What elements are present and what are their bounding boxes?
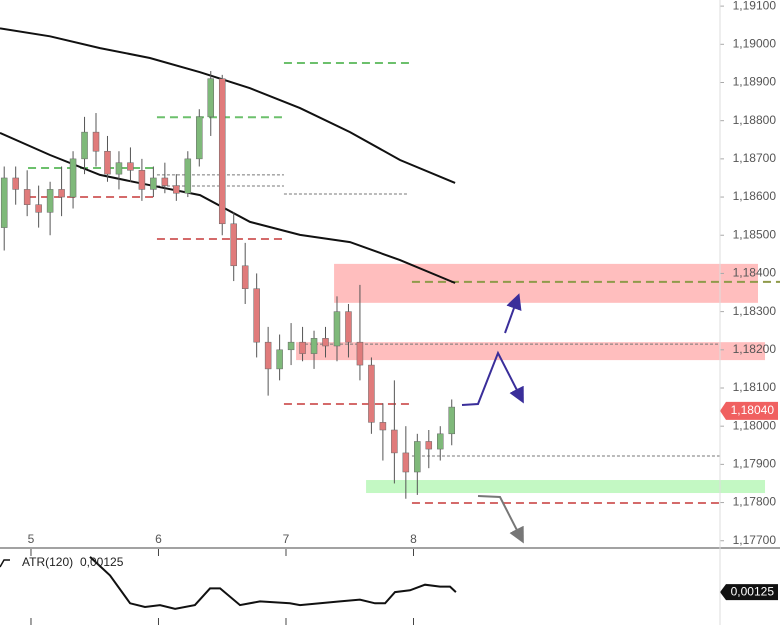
candle-body <box>161 177 169 186</box>
y-tick-label: 1,18800 <box>733 113 777 127</box>
candle-body <box>264 341 272 370</box>
y-tick-label: 1,19100 <box>733 0 777 12</box>
y-tick-label: 1,18400 <box>733 266 777 280</box>
candle-body <box>402 452 410 473</box>
y-tick-label: 1,18500 <box>733 227 777 241</box>
candle-body <box>333 311 341 347</box>
indicator-tag <box>720 584 778 601</box>
candle-body <box>150 177 157 190</box>
candle-body <box>437 433 444 450</box>
candle-body <box>241 265 249 289</box>
x-tick-label: 7 <box>283 532 290 546</box>
candle-body <box>207 78 215 118</box>
candle-body <box>368 364 375 423</box>
candle-body <box>310 338 318 354</box>
candle-body <box>184 158 192 194</box>
candle-body <box>58 189 65 198</box>
y-tick-label: 1,18600 <box>733 189 777 203</box>
last-price-tag <box>720 401 778 420</box>
y-tick-label: 1,17700 <box>733 533 777 547</box>
last-price-label: 1,18040 <box>731 403 775 417</box>
indicator-line <box>89 556 457 610</box>
y-tick-label: 1,18100 <box>733 380 777 394</box>
y-tick-label: 1,18300 <box>733 304 777 318</box>
candle-body <box>46 189 54 213</box>
candle-body <box>81 131 88 160</box>
indicator-value: 0,00125 <box>80 555 124 569</box>
x-tick-label: 6 <box>155 532 162 546</box>
y-tick-label: 1,18000 <box>733 418 777 432</box>
candle-body <box>448 406 455 435</box>
y-tick-label: 1,18900 <box>733 75 777 89</box>
candle-body <box>138 170 146 190</box>
y-tick-label: 1,17800 <box>733 495 777 509</box>
candle-body <box>115 162 123 175</box>
y-tick-label: 1,18700 <box>733 151 777 165</box>
y-tick-label: 1,18200 <box>733 342 777 356</box>
indicator-tag-label: 0,00125 <box>731 584 775 598</box>
candle-body <box>35 204 42 213</box>
y-tick-label: 1,17900 <box>733 457 777 471</box>
candle-body <box>196 116 203 160</box>
candle-body <box>287 341 295 351</box>
y-tick-label: 1,19000 <box>733 36 777 50</box>
moving-average <box>0 131 456 284</box>
candle-body <box>299 341 306 354</box>
scenario-arrow <box>477 495 524 544</box>
moving-average <box>0 27 456 184</box>
candle-body <box>127 162 134 171</box>
candle-body <box>253 288 260 343</box>
candle-body <box>92 131 100 152</box>
x-tick-label: 5 <box>28 532 35 546</box>
candle-body <box>345 311 352 343</box>
zone <box>366 480 766 494</box>
candle-body <box>104 150 111 175</box>
candle-body <box>230 223 237 267</box>
candle-body <box>69 158 77 198</box>
candle-body <box>218 78 226 225</box>
candle-body <box>414 441 421 473</box>
candle-body <box>276 349 283 370</box>
scenario-arrow <box>504 293 522 334</box>
candle-body <box>356 341 364 366</box>
candle-body <box>12 177 19 190</box>
candle-body <box>379 422 387 431</box>
indicator-name: ATR(120) <box>22 555 73 569</box>
candle-body <box>425 441 433 450</box>
scenario-arrow <box>461 350 524 406</box>
candle-body <box>173 185 180 194</box>
candle-body <box>23 189 31 205</box>
zone <box>296 342 766 361</box>
candle-body <box>322 338 329 347</box>
candle-body <box>391 429 398 454</box>
zone <box>334 263 758 303</box>
indicator-icon <box>0 559 10 568</box>
candle-body <box>0 177 8 228</box>
x-tick-label: 8 <box>410 532 417 546</box>
